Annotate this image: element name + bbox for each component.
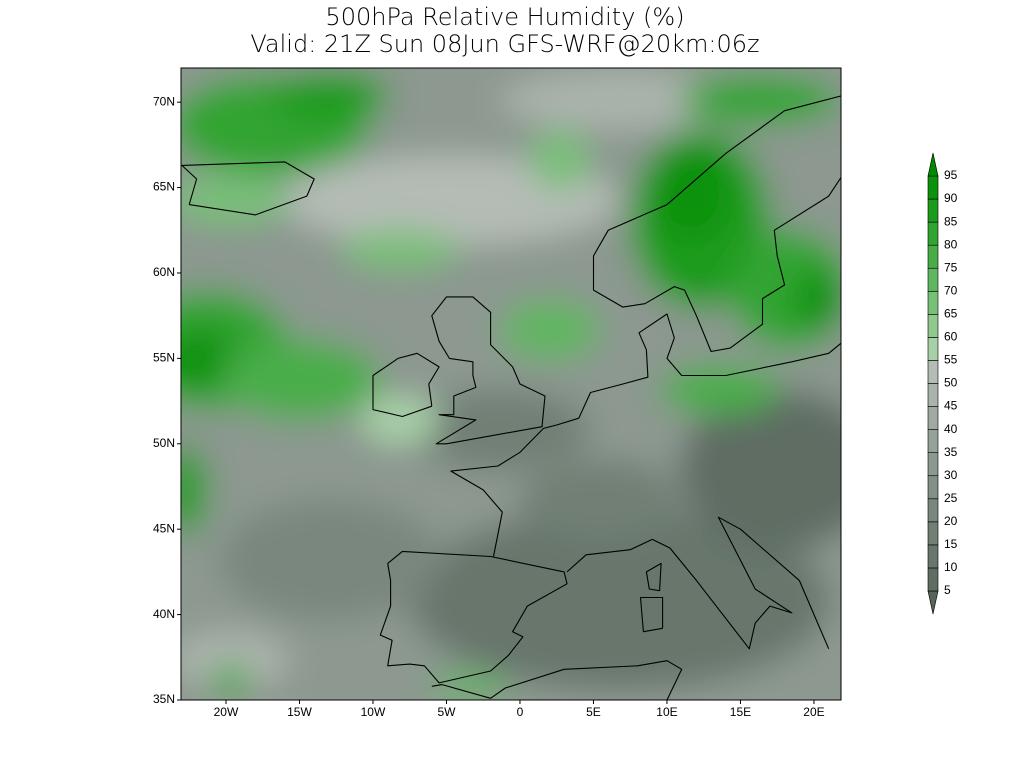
colorbar-box xyxy=(927,290,939,315)
lat-label: 40N xyxy=(153,607,175,621)
colorbar-label: 60 xyxy=(944,330,958,344)
map-frame xyxy=(180,67,842,701)
humidity-field xyxy=(181,68,841,700)
colorbar-box xyxy=(927,267,939,292)
lon-label: 5E xyxy=(586,705,601,719)
humidity-blob xyxy=(181,630,290,690)
humidity-blob xyxy=(680,390,841,550)
humidity-blob xyxy=(280,155,620,245)
lat-label: 65N xyxy=(153,180,175,194)
coastline xyxy=(566,516,830,650)
colorbar-box xyxy=(927,314,939,338)
humidity-blob xyxy=(410,390,590,470)
colorbar-label: 15 xyxy=(944,537,958,551)
colorbar-label: 85 xyxy=(944,214,958,228)
colorbar-box xyxy=(927,567,939,592)
lon-label: 10E xyxy=(656,705,677,719)
colorbar-label: 20 xyxy=(944,514,958,528)
lon-label: 20E xyxy=(803,705,824,719)
humidity-blob xyxy=(660,365,780,415)
colorbar-arrow-high xyxy=(927,152,939,177)
colorbar: 5 10 15 20 25 30 35 40 45 50 55 60 65 70 75 80 85 90 95 xyxy=(927,152,958,615)
coastline xyxy=(592,95,841,291)
coastline xyxy=(181,161,315,216)
colorbar-box xyxy=(927,175,939,200)
lon-label: 15W xyxy=(287,705,312,719)
humidity-blob xyxy=(360,395,440,445)
coastline xyxy=(379,550,568,684)
humidity-blob xyxy=(220,500,440,620)
colorbar-label: 30 xyxy=(944,468,958,482)
humidity-blob xyxy=(680,75,840,125)
map-subtitle: Valid: 21Z Sun 08Jun GFS-WRF@20km:06z xyxy=(250,30,759,58)
humidity-blob xyxy=(650,140,730,240)
lon-label: 20W xyxy=(214,705,239,719)
humidity-blob xyxy=(520,460,680,540)
colorbar-box xyxy=(927,544,939,569)
colorbar-label: 10 xyxy=(944,560,958,574)
colorbar-box xyxy=(927,198,939,223)
field-blobs xyxy=(181,68,841,700)
humidity-blob xyxy=(181,445,207,535)
humidity-blob xyxy=(220,340,380,420)
colorbar-box xyxy=(927,475,939,500)
colorbar-box xyxy=(927,221,939,246)
colorbar-label: 90 xyxy=(944,191,958,205)
colorbar-label: 65 xyxy=(944,307,958,321)
coastline xyxy=(450,313,841,557)
coastlines xyxy=(181,95,841,700)
lat-label: 70N xyxy=(153,94,175,108)
lat-label: 60N xyxy=(153,265,175,279)
colorbar-label: 50 xyxy=(944,376,958,390)
colorbar-box xyxy=(927,498,939,523)
colorbar-box xyxy=(927,521,939,546)
humidity-blob xyxy=(410,510,830,690)
coastline xyxy=(639,596,664,633)
colorbar-box xyxy=(927,337,939,361)
colorbar-label: 95 xyxy=(944,168,958,182)
colorbar-arrow-low xyxy=(927,590,939,615)
humidity-blob xyxy=(530,130,590,190)
lon-label: 5W xyxy=(437,705,456,719)
map-title: 500hPa Relative Humidity (%) xyxy=(325,3,684,31)
coastline xyxy=(431,296,546,445)
humidity-blob xyxy=(340,230,460,270)
coastline xyxy=(593,176,841,353)
coastline xyxy=(372,352,440,418)
lon-label: 15E xyxy=(730,705,751,719)
humidity-blob xyxy=(500,300,600,360)
colorbar-label: 75 xyxy=(944,260,958,274)
lat-label: 35N xyxy=(153,692,175,706)
colorbar-label: 5 xyxy=(944,583,951,597)
colorbar-box xyxy=(927,452,939,477)
colorbar-box xyxy=(927,360,939,384)
coastline xyxy=(431,684,491,699)
humidity-blob xyxy=(210,665,250,695)
colorbar-label: 25 xyxy=(944,491,958,505)
axes: 35N 40N 45N 50N 55N 60N 65N 70N 20W 15W 10W 5W 0 5E 10… xyxy=(153,94,825,719)
colorbar-label: 55 xyxy=(944,353,958,367)
colorbar-box xyxy=(927,429,939,453)
colorbar-label: 80 xyxy=(944,237,958,251)
colorbar-box xyxy=(927,244,939,269)
colorbar-label: 40 xyxy=(944,422,958,436)
colorbar-label: 45 xyxy=(944,399,958,413)
humidity-blob xyxy=(500,70,740,130)
lon-label: 0 xyxy=(517,705,524,719)
coastline xyxy=(645,562,662,592)
coastline xyxy=(490,660,683,700)
lon-label: 10W xyxy=(361,705,386,719)
humidity-blob xyxy=(181,175,290,225)
colorbar-box xyxy=(927,406,939,430)
colorbar-label: 35 xyxy=(944,445,958,459)
humidity-blob xyxy=(430,673,510,697)
lat-label: 55N xyxy=(153,351,175,365)
lat-label: 50N xyxy=(153,436,175,450)
humidity-blob xyxy=(270,70,390,120)
humidity-blob xyxy=(795,270,841,330)
colorbar-box xyxy=(927,383,939,407)
colorbar-label: 70 xyxy=(944,283,958,297)
lat-label: 45N xyxy=(153,521,175,535)
